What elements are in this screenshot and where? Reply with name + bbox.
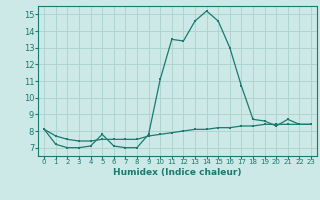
- X-axis label: Humidex (Indice chaleur): Humidex (Indice chaleur): [113, 168, 242, 177]
